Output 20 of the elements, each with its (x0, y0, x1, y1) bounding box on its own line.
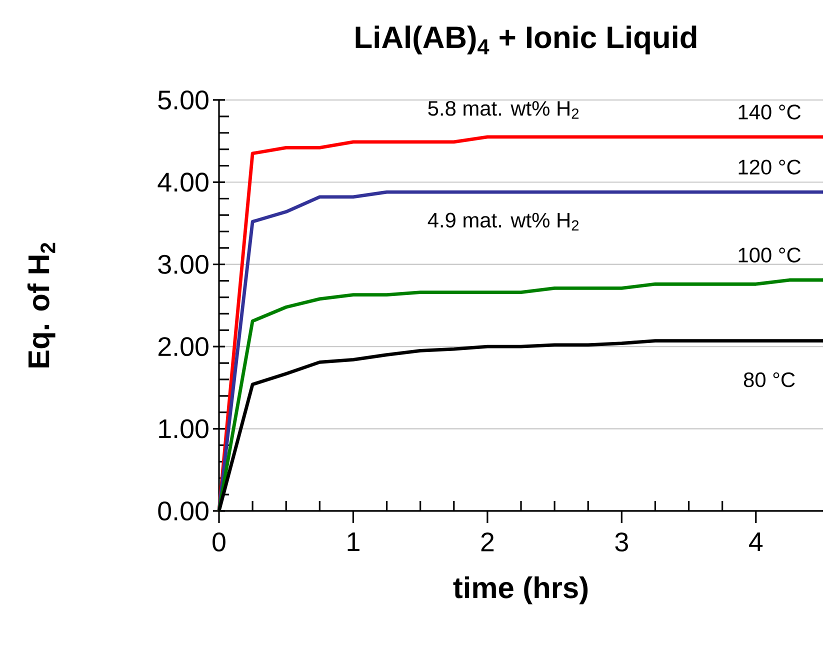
x-tick-label: 4 (749, 532, 763, 552)
x-tick-label: 3 (615, 532, 628, 552)
series-label: 100 °C (738, 248, 801, 262)
chart-title: LiAl(AB)$_{4}$ + Ionic Liquid (356, 26, 696, 54)
x-tick-label: 1 (348, 532, 360, 552)
y-tick-label: 3.00 (158, 254, 208, 274)
y-tick-label: 4.00 (158, 172, 208, 192)
series-label: 120 °C (738, 160, 801, 175)
x-tick-label: 0 (212, 532, 226, 552)
annotation: 5.8 mat. wt% H$_{2}$ (428, 100, 579, 119)
x-axis-title: time (hrs) (453, 576, 588, 604)
y-axis-title: Eq. of H$_{2}$ (27, 242, 56, 368)
y-tick-label: 5.00 (158, 90, 208, 110)
y-tick-label: 1.00 (159, 419, 208, 438)
series-label: 80 °C (744, 372, 795, 388)
x-tick-label: 2 (481, 532, 494, 552)
annotation: 4.9 mat. wt% H$_{2}$ (428, 212, 579, 230)
series-label: 140 °C (738, 104, 801, 120)
y-tick-label: 2.00 (158, 337, 208, 356)
y-tick-label: 0.00 (158, 501, 208, 521)
